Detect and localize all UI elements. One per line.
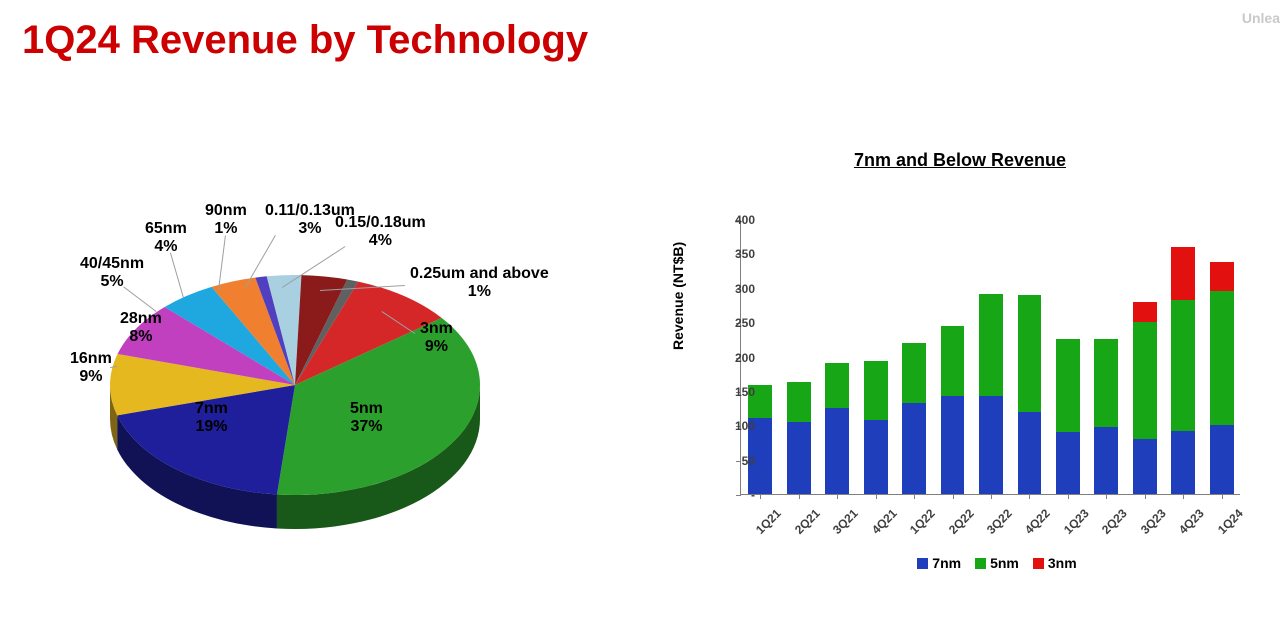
bar-chart-ytick: 50	[742, 454, 755, 468]
bar-segment-5nm	[825, 363, 849, 408]
bar-chart-ytick: 200	[735, 351, 755, 365]
bar-chart-xtick: 4Q21	[869, 506, 900, 537]
bar-segment-5nm	[1018, 295, 1042, 412]
bar-segment-7nm	[1094, 427, 1118, 494]
bar-segment-7nm	[825, 408, 849, 494]
bar-segment-7nm	[1210, 425, 1234, 494]
pie-slice-label: 65nm4%	[145, 220, 187, 257]
bar-segment-3nm	[1133, 302, 1157, 323]
pie-slice-label: 7nm19%	[195, 400, 228, 437]
legend-swatch	[975, 558, 986, 569]
bar-chart-title: 7nm and Below Revenue	[660, 150, 1260, 171]
bar-chart-xtick: 1Q24	[1215, 506, 1246, 537]
bar-segment-3nm	[1210, 262, 1234, 291]
pie-slice-label: 40/45nm5%	[80, 255, 144, 292]
bar-segment-7nm	[1133, 439, 1157, 494]
bar-segment-7nm	[1171, 431, 1195, 494]
bar-segment-5nm	[1171, 300, 1195, 431]
pie-slice-label: 0.25um and above1%	[410, 265, 549, 302]
pie-slice-label: 90nm1%	[205, 202, 247, 239]
bar-chart-legend: 7nm 5nm 3nm	[740, 555, 1240, 571]
pie-chart: 3nm9% 5nm37% 7nm19% 16nm9%28nm8% 40/45nm5%65…	[70, 190, 540, 570]
pie-slice-label: 5nm37%	[350, 400, 383, 437]
bar-segment-5nm	[1056, 339, 1080, 432]
bar-chart-xtick: 4Q23	[1176, 506, 1207, 537]
pie-slice-label: 28nm8%	[120, 310, 162, 347]
bar-segment-7nm	[1056, 432, 1080, 494]
bar-chart-xtick: 3Q22	[984, 506, 1015, 537]
bar-segment-7nm	[902, 403, 926, 494]
bar-segment-7nm	[941, 396, 965, 494]
bar-chart-xtick: 2Q22	[946, 506, 977, 537]
bar-chart-xtick: 1Q23	[1061, 506, 1092, 537]
pie-chart-svg	[70, 190, 540, 570]
bar-segment-5nm	[1210, 291, 1234, 425]
bar-segment-5nm	[864, 361, 888, 420]
bar-chart-xtick: 4Q22	[1022, 506, 1053, 537]
bar-chart-ytick: 250	[735, 316, 755, 330]
bar-segment-7nm	[979, 396, 1003, 494]
page-title: 1Q24 Revenue by Technology	[22, 18, 588, 63]
bar-chart-bars	[741, 220, 1240, 494]
bar-chart-xtick: 1Q22	[907, 506, 938, 537]
legend-swatch	[917, 558, 928, 569]
bar-chart-ytick: 300	[735, 282, 755, 296]
bar-segment-5nm	[787, 382, 811, 422]
bar-segment-5nm	[941, 326, 965, 396]
bar-chart-ytick: 150	[735, 385, 755, 399]
bar-chart-ytick: 350	[735, 247, 755, 261]
bar-chart-ytick: 100	[735, 419, 755, 433]
bar-chart-xtick: 3Q23	[1138, 506, 1169, 537]
bar-segment-5nm	[979, 294, 1003, 396]
bar-chart-xtick: 2Q23	[1099, 506, 1130, 537]
legend-label: 5nm	[990, 555, 1019, 571]
bar-chart-plot	[740, 220, 1240, 495]
legend-label: 7nm	[932, 555, 961, 571]
watermark-text: Unlea	[1242, 10, 1280, 26]
bar-chart-xtick: 2Q21	[792, 506, 823, 537]
bar-segment-3nm	[1171, 247, 1195, 301]
bar-segment-5nm	[902, 343, 926, 403]
bar-segment-7nm	[787, 422, 811, 494]
bar-segment-5nm	[1133, 322, 1157, 439]
legend-swatch	[1033, 558, 1044, 569]
pie-slice-label: 3nm9%	[420, 320, 453, 357]
bar-chart-xtick: 1Q21	[753, 506, 784, 537]
bar-segment-7nm	[864, 420, 888, 494]
bar-chart-ylabel: Revenue (NT$B)	[670, 242, 686, 350]
bar-chart: 7nm and Below Revenue Revenue (NT$B) 7nm…	[660, 150, 1260, 610]
bar-chart-xtick: 3Q21	[830, 506, 861, 537]
pie-slice-label: 16nm9%	[70, 350, 112, 387]
bar-segment-5nm	[1094, 339, 1118, 426]
pie-slice-label: 0.15/0.18um4%	[335, 214, 426, 251]
bar-segment-7nm	[1018, 412, 1042, 495]
bar-chart-ytick: 400	[735, 213, 755, 227]
legend-label: 3nm	[1048, 555, 1077, 571]
bar-chart-ytick: -	[751, 488, 755, 502]
